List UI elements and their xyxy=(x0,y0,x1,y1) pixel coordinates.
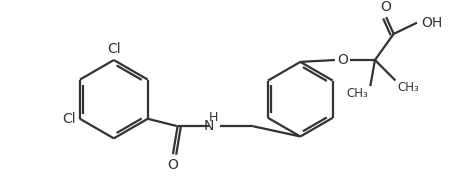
Text: CH₃: CH₃ xyxy=(347,87,369,100)
Text: O: O xyxy=(337,53,348,67)
Text: Cl: Cl xyxy=(63,112,76,126)
Text: N: N xyxy=(203,119,213,133)
Text: O: O xyxy=(168,158,178,172)
Text: Cl: Cl xyxy=(107,42,121,56)
Text: OH: OH xyxy=(421,16,443,30)
Text: H: H xyxy=(208,111,218,124)
Text: CH₃: CH₃ xyxy=(397,81,419,95)
Text: O: O xyxy=(381,0,392,14)
